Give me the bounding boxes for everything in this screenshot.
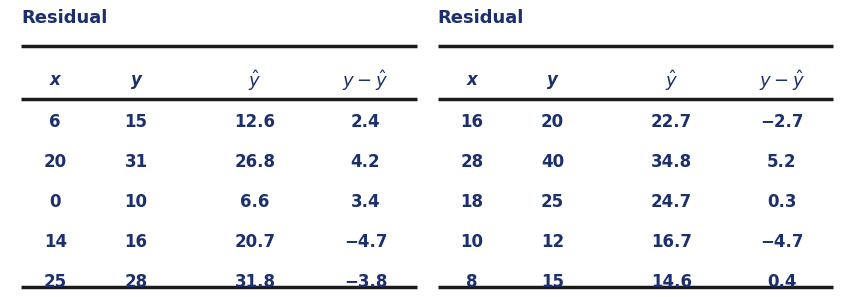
Text: −3.8: −3.8	[343, 273, 388, 291]
Text: 28: 28	[124, 273, 148, 291]
Text: −4.7: −4.7	[760, 233, 804, 251]
Text: 22.7: 22.7	[651, 113, 692, 131]
Text: $y - \hat{y}$: $y - \hat{y}$	[343, 68, 388, 93]
Text: 14: 14	[43, 233, 67, 251]
Text: 0.4: 0.4	[768, 273, 796, 291]
Text: 10: 10	[124, 193, 148, 211]
Text: 20: 20	[43, 153, 67, 171]
Text: $y - \hat{y}$: $y - \hat{y}$	[759, 68, 805, 93]
Text: 5.2: 5.2	[768, 153, 796, 171]
Text: Residual: Residual	[438, 9, 524, 27]
Text: 20: 20	[541, 113, 564, 131]
Text: 34.8: 34.8	[651, 153, 692, 171]
Text: 8: 8	[466, 273, 478, 291]
Text: 14.6: 14.6	[651, 273, 692, 291]
Text: 2.4: 2.4	[351, 113, 380, 131]
Text: 12: 12	[541, 233, 564, 251]
Text: 15: 15	[124, 113, 148, 131]
Text: $\hat{y}$: $\hat{y}$	[665, 68, 678, 93]
Text: 31: 31	[124, 153, 148, 171]
Text: 25: 25	[541, 193, 564, 211]
Text: $\hat{y}$: $\hat{y}$	[248, 68, 262, 93]
Text: 16.7: 16.7	[651, 233, 692, 251]
Text: 4.2: 4.2	[351, 153, 380, 171]
Text: y: y	[547, 71, 558, 89]
Text: Residual: Residual	[21, 9, 108, 27]
Text: x: x	[467, 71, 477, 89]
Text: y: y	[131, 71, 141, 89]
Text: −4.7: −4.7	[343, 233, 388, 251]
Text: 20.7: 20.7	[235, 233, 275, 251]
Text: 31.8: 31.8	[235, 273, 275, 291]
Text: 28: 28	[460, 153, 484, 171]
Text: 15: 15	[541, 273, 564, 291]
Text: 25: 25	[43, 273, 67, 291]
Text: 0.3: 0.3	[768, 193, 796, 211]
Text: 24.7: 24.7	[651, 193, 692, 211]
Text: 0: 0	[49, 193, 61, 211]
Text: x: x	[50, 71, 60, 89]
Text: 6.6: 6.6	[241, 193, 269, 211]
Text: 6: 6	[49, 113, 61, 131]
Text: 16: 16	[460, 113, 484, 131]
Text: 26.8: 26.8	[235, 153, 275, 171]
Text: 10: 10	[460, 233, 484, 251]
Text: 40: 40	[541, 153, 564, 171]
Text: 18: 18	[460, 193, 484, 211]
Text: 16: 16	[124, 233, 148, 251]
Text: 3.4: 3.4	[351, 193, 380, 211]
Text: 12.6: 12.6	[235, 113, 275, 131]
Text: −2.7: −2.7	[760, 113, 804, 131]
